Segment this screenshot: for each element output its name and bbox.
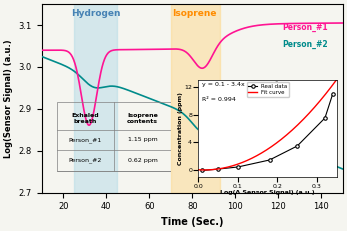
Y-axis label: Log(Sensor Signal) (a.u.): Log(Sensor Signal) (a.u.)	[4, 39, 13, 158]
Text: Hydrogen: Hydrogen	[71, 9, 120, 18]
Text: Person_#1: Person_#1	[282, 23, 328, 32]
Bar	[171, 4, 220, 193]
Text: Isoprene: Isoprene	[172, 9, 217, 18]
Bar	[74, 4, 117, 193]
Text: Person_#2: Person_#2	[282, 39, 328, 49]
X-axis label: Time (Sec.): Time (Sec.)	[161, 217, 223, 227]
